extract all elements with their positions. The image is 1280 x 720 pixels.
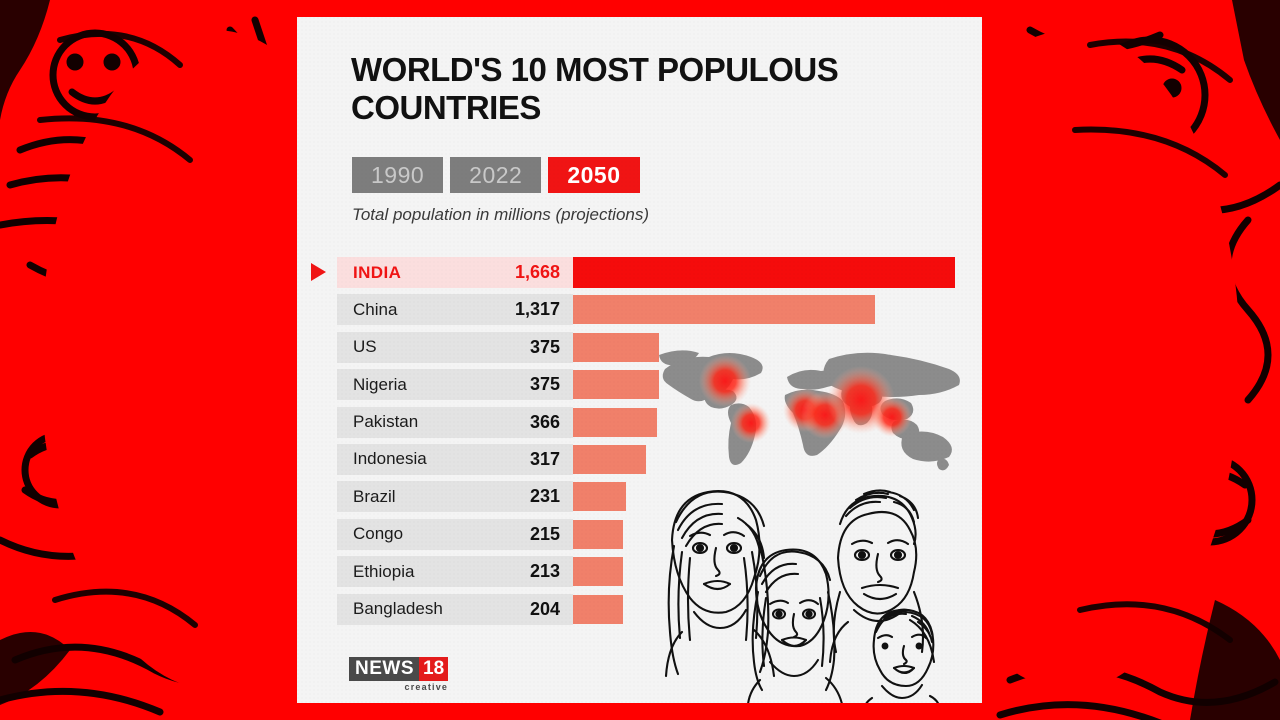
row-label-band: China 1,317	[337, 294, 573, 326]
year-tab-2022[interactable]: 2022	[450, 157, 542, 193]
row-label-band: Bangladesh 204	[337, 593, 573, 625]
country-label: Brazil	[353, 486, 396, 506]
bar	[573, 519, 623, 549]
table-row[interactable]: US 375	[297, 330, 982, 367]
value-label: 215	[529, 523, 560, 544]
bar	[573, 557, 623, 587]
family-illustration	[664, 489, 940, 703]
bar	[573, 257, 955, 288]
map-hotspots	[699, 355, 912, 443]
country-label: Pakistan	[353, 412, 419, 432]
bar	[573, 295, 875, 325]
infographic-card: WORLD'S 10 MOST POPULOUS COUNTRIES 1990 …	[297, 17, 982, 703]
country-label: China	[353, 299, 398, 319]
value-label: 317	[529, 448, 560, 469]
table-row[interactable]: Ethiopia 213	[297, 554, 982, 591]
year-tab-1990[interactable]: 1990	[352, 157, 444, 193]
value-label: 231	[529, 486, 560, 507]
table-row[interactable]: China 1,317	[297, 292, 982, 329]
country-label: INDIA	[353, 262, 402, 282]
country-label: US	[353, 337, 377, 357]
country-label: Ethiopia	[353, 561, 415, 581]
news18-creative-logo: NEWS 18 creative	[349, 657, 449, 692]
year-tab-2050[interactable]: 2050	[548, 157, 640, 193]
table-row[interactable]: Indonesia 317	[297, 442, 982, 479]
country-label: Congo	[353, 524, 404, 544]
bar	[573, 482, 626, 512]
triangle-pointer-icon	[311, 263, 326, 281]
row-label-band: INDIA 1,668	[337, 257, 573, 288]
row-label-band: Congo 215	[337, 518, 573, 550]
table-row[interactable]: Brazil 231	[297, 479, 982, 516]
page-title: WORLD'S 10 MOST POPULOUS COUNTRIES	[351, 51, 839, 127]
bar	[573, 444, 646, 474]
value-label: 204	[529, 598, 560, 619]
logo-creative-text: creative	[404, 681, 449, 692]
table-row[interactable]: INDIA 1,668	[297, 255, 982, 292]
bar	[573, 407, 657, 437]
row-label-band: Ethiopia 213	[337, 556, 573, 588]
value-label: 1,668	[514, 262, 560, 282]
value-label: 213	[529, 561, 560, 582]
row-label-band: US 375	[337, 331, 573, 363]
country-label: Bangladesh	[353, 599, 443, 619]
value-label: 366	[529, 411, 560, 432]
world-map-graphic	[659, 350, 960, 471]
table-row[interactable]: Pakistan 366	[297, 405, 982, 442]
value-label: 375	[529, 374, 560, 395]
country-label: Nigeria	[353, 374, 407, 394]
table-row[interactable]: Nigeria 375	[297, 367, 982, 404]
value-label: 375	[529, 336, 560, 357]
population-bar-chart: INDIA 1,668 China 1,317 US 375 Nigeria 3…	[297, 255, 982, 629]
logo-18-badge: 18	[419, 657, 449, 681]
country-label: Indonesia	[353, 449, 427, 469]
row-label-band: Indonesia 317	[337, 443, 573, 475]
row-label-band: Brazil 231	[337, 481, 573, 513]
value-label: 1,317	[514, 299, 560, 320]
table-row[interactable]: Congo 215	[297, 517, 982, 554]
row-label-band: Pakistan 366	[337, 406, 573, 438]
row-label-band: Nigeria 375	[337, 369, 573, 401]
logo-news-text: NEWS	[349, 657, 419, 681]
chart-subtitle: Total population in millions (projection…	[352, 205, 650, 224]
bar	[573, 370, 659, 400]
bar	[573, 332, 659, 362]
year-tab-group: 1990 2022 2050	[352, 157, 640, 193]
bar	[573, 594, 623, 624]
table-row[interactable]: Bangladesh 204	[297, 592, 982, 629]
